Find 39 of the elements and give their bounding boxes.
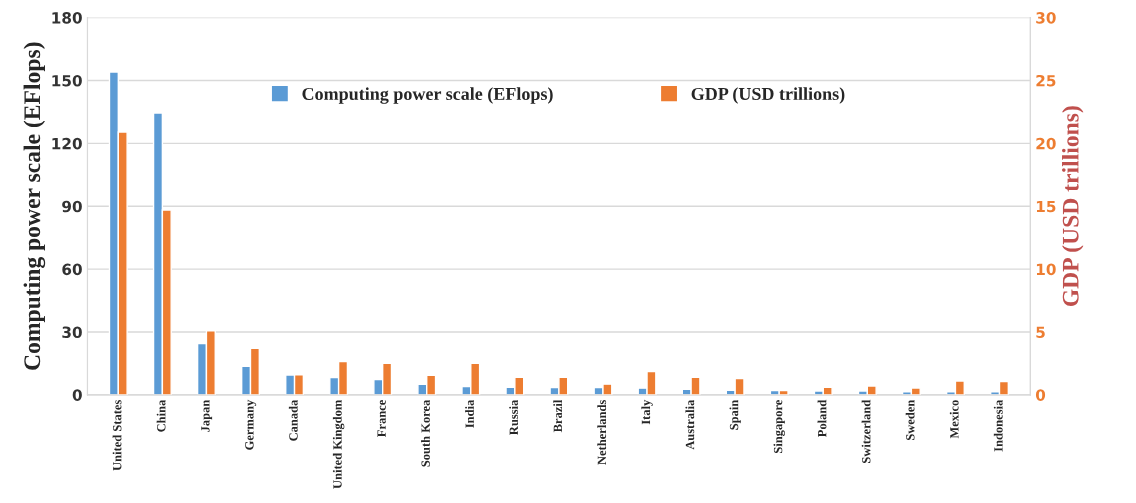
x-tick-label: United Kingdom — [332, 399, 345, 489]
x-tick-label: Japan — [201, 399, 213, 432]
x-tick-label: India — [465, 399, 474, 428]
x-tick-label: Italy — [641, 399, 653, 425]
x-tick-label: South Korea — [421, 399, 430, 467]
y-tick-label: 60 — [62, 263, 82, 276]
x-tick-label: Sweden — [905, 399, 915, 441]
legend-label: GDP (USD trillions) — [691, 87, 845, 104]
x-tick-label: France — [377, 400, 386, 437]
x-tick-label: Australia — [685, 399, 695, 450]
y2-tick-label: 25 — [1036, 74, 1056, 87]
x-tick-label: Indonesia — [993, 399, 1003, 452]
y2-axis-title: GDP (USD trillions) — [1062, 106, 1084, 307]
x-tick-label: Canada — [288, 399, 298, 441]
y-tick-label: 30 — [62, 326, 82, 338]
y2-tick-label: 30 — [1036, 12, 1056, 24]
y2-tick-label: 15 — [1036, 200, 1056, 213]
x-tick-label: Russia — [509, 399, 519, 435]
y-axis-title: Computing power scale (EFlops) — [23, 42, 46, 370]
y2-tick-label: 5 — [1036, 326, 1045, 338]
y-tick-label: 150 — [52, 74, 82, 87]
x-tick-label: Mexico — [949, 400, 959, 439]
x-tick-label: Netherlands — [597, 400, 607, 465]
y-tick-label: 0 — [72, 389, 82, 401]
legend-label: Computing power scale (EFlops) — [302, 87, 553, 104]
x-tick-label: Switzerland — [861, 399, 871, 463]
y-tick-label: 90 — [62, 200, 82, 213]
y2-tick-label: 20 — [1036, 137, 1056, 150]
x-tick-label: Poland — [817, 399, 827, 438]
x-tick-label: Brazil — [553, 399, 563, 433]
x-tick-label: United States — [112, 400, 122, 471]
y-tick-label: 180 — [52, 12, 82, 24]
x-tick-label: China — [156, 399, 166, 432]
x-tick-label: Spain — [729, 399, 741, 430]
y-tick-label: 120 — [52, 137, 82, 150]
x-tick-label: Germany — [245, 399, 257, 450]
y2-tick-label: 10 — [1036, 263, 1056, 276]
x-tick-label: Singapore — [773, 400, 785, 454]
y2-tick-label: 0 — [1035, 389, 1046, 401]
